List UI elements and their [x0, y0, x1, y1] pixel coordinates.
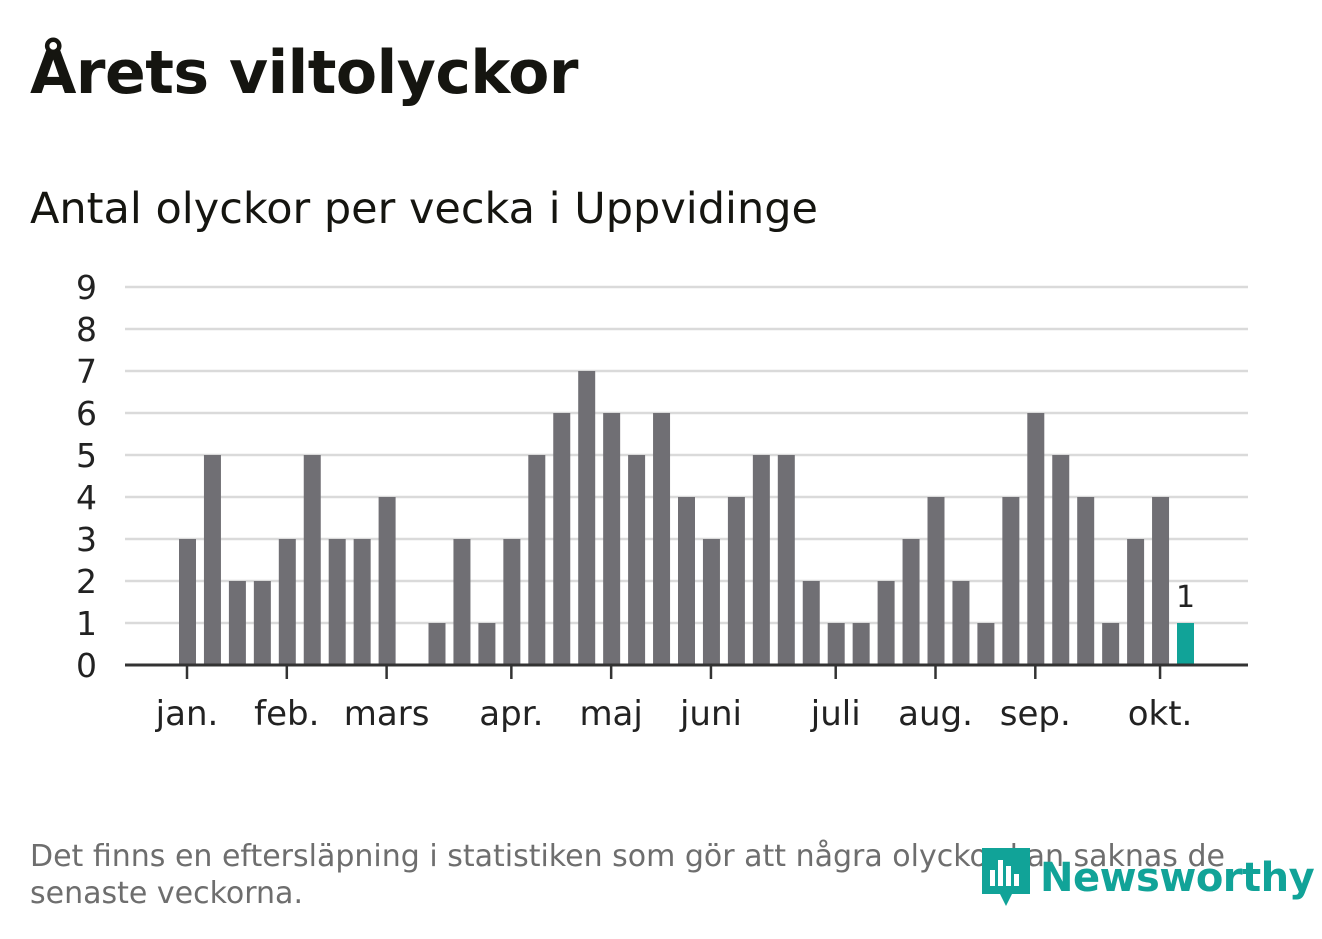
bar	[553, 413, 571, 665]
y-tick-label: 8	[76, 310, 97, 349]
bar	[802, 581, 820, 665]
bar	[927, 497, 945, 665]
brand-logo: Newsworthy	[980, 846, 1315, 910]
bar	[1152, 497, 1170, 665]
x-tick-label: apr.	[479, 694, 543, 734]
y-tick-label: 1	[76, 604, 97, 643]
bar	[1102, 623, 1120, 665]
bar	[653, 413, 671, 665]
brand-name: Newsworthy	[1040, 855, 1315, 901]
y-tick-label: 5	[76, 436, 97, 475]
bar	[328, 539, 346, 665]
bar	[902, 539, 920, 665]
x-tick-label: maj	[579, 694, 642, 734]
chart-subtitle: Antal olyckor per vecka i Uppvidinge	[30, 184, 818, 234]
bar	[1002, 497, 1020, 665]
bar	[777, 455, 795, 665]
bar	[1127, 539, 1145, 665]
bar	[179, 539, 196, 665]
x-tick-label: sep.	[1000, 694, 1071, 734]
bar	[528, 455, 546, 665]
y-tick-label: 7	[76, 352, 97, 391]
newsworthy-logo-icon	[982, 848, 1030, 906]
bar	[1027, 413, 1045, 665]
bar	[1052, 455, 1070, 665]
x-tick-label: juli	[810, 694, 861, 734]
bar	[977, 623, 995, 665]
bar	[752, 455, 770, 665]
y-tick-label: 2	[76, 562, 97, 601]
bar	[278, 539, 296, 665]
bar	[378, 497, 396, 665]
x-tick-label: jan.	[155, 694, 219, 734]
bar	[1077, 497, 1095, 665]
x-tick-label: okt.	[1128, 694, 1193, 734]
x-tick-label: feb.	[254, 694, 319, 734]
bar	[253, 581, 271, 665]
data-label: 1	[1176, 580, 1195, 615]
x-tick-label: juni	[679, 694, 742, 734]
bar	[727, 497, 745, 665]
bar	[827, 623, 845, 665]
bar	[628, 455, 646, 665]
bar	[503, 539, 521, 665]
bar	[203, 455, 221, 665]
bar	[603, 413, 621, 665]
bar	[578, 371, 596, 665]
bar	[478, 623, 496, 665]
bar	[303, 455, 321, 665]
bar	[678, 497, 695, 665]
bar	[228, 581, 246, 665]
x-tick-label: mars	[344, 694, 430, 734]
bar	[952, 581, 970, 665]
bar	[877, 581, 895, 665]
bar	[453, 539, 471, 665]
y-tick-label: 3	[76, 520, 97, 559]
x-tick-label: aug.	[898, 694, 973, 734]
y-tick-label: 0	[76, 646, 97, 685]
page-title: Årets viltolyckor	[30, 38, 579, 108]
y-tick-label: 6	[76, 394, 97, 433]
bar	[852, 623, 870, 665]
y-tick-label: 9	[76, 268, 97, 307]
bar	[428, 623, 446, 665]
bar	[702, 539, 720, 665]
y-tick-label: 4	[76, 478, 97, 517]
bar	[353, 539, 371, 665]
bar-highlight	[1177, 623, 1194, 665]
